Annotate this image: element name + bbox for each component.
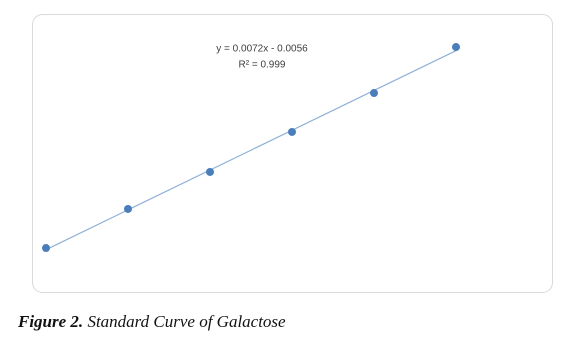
data-point	[452, 43, 460, 52]
data-point	[288, 127, 296, 136]
chart-frame	[32, 14, 553, 293]
data-point	[124, 204, 132, 213]
equation: y = 0.0072x - 0.0056	[216, 44, 308, 55]
data-point	[370, 89, 378, 98]
data-point	[206, 167, 214, 176]
r-squared: R² = 0.999	[239, 60, 286, 71]
caption: Figure 2. Standard Curve of Galactose	[18, 312, 286, 332]
trendline	[45, 50, 457, 251]
caption-label: Figure 2.	[18, 312, 84, 331]
chart: y = 0.0072x - 0.0056 R² = 0.999	[32, 14, 553, 293]
caption-text: Standard Curve of Galactose	[87, 312, 286, 331]
data-point	[42, 244, 50, 253]
